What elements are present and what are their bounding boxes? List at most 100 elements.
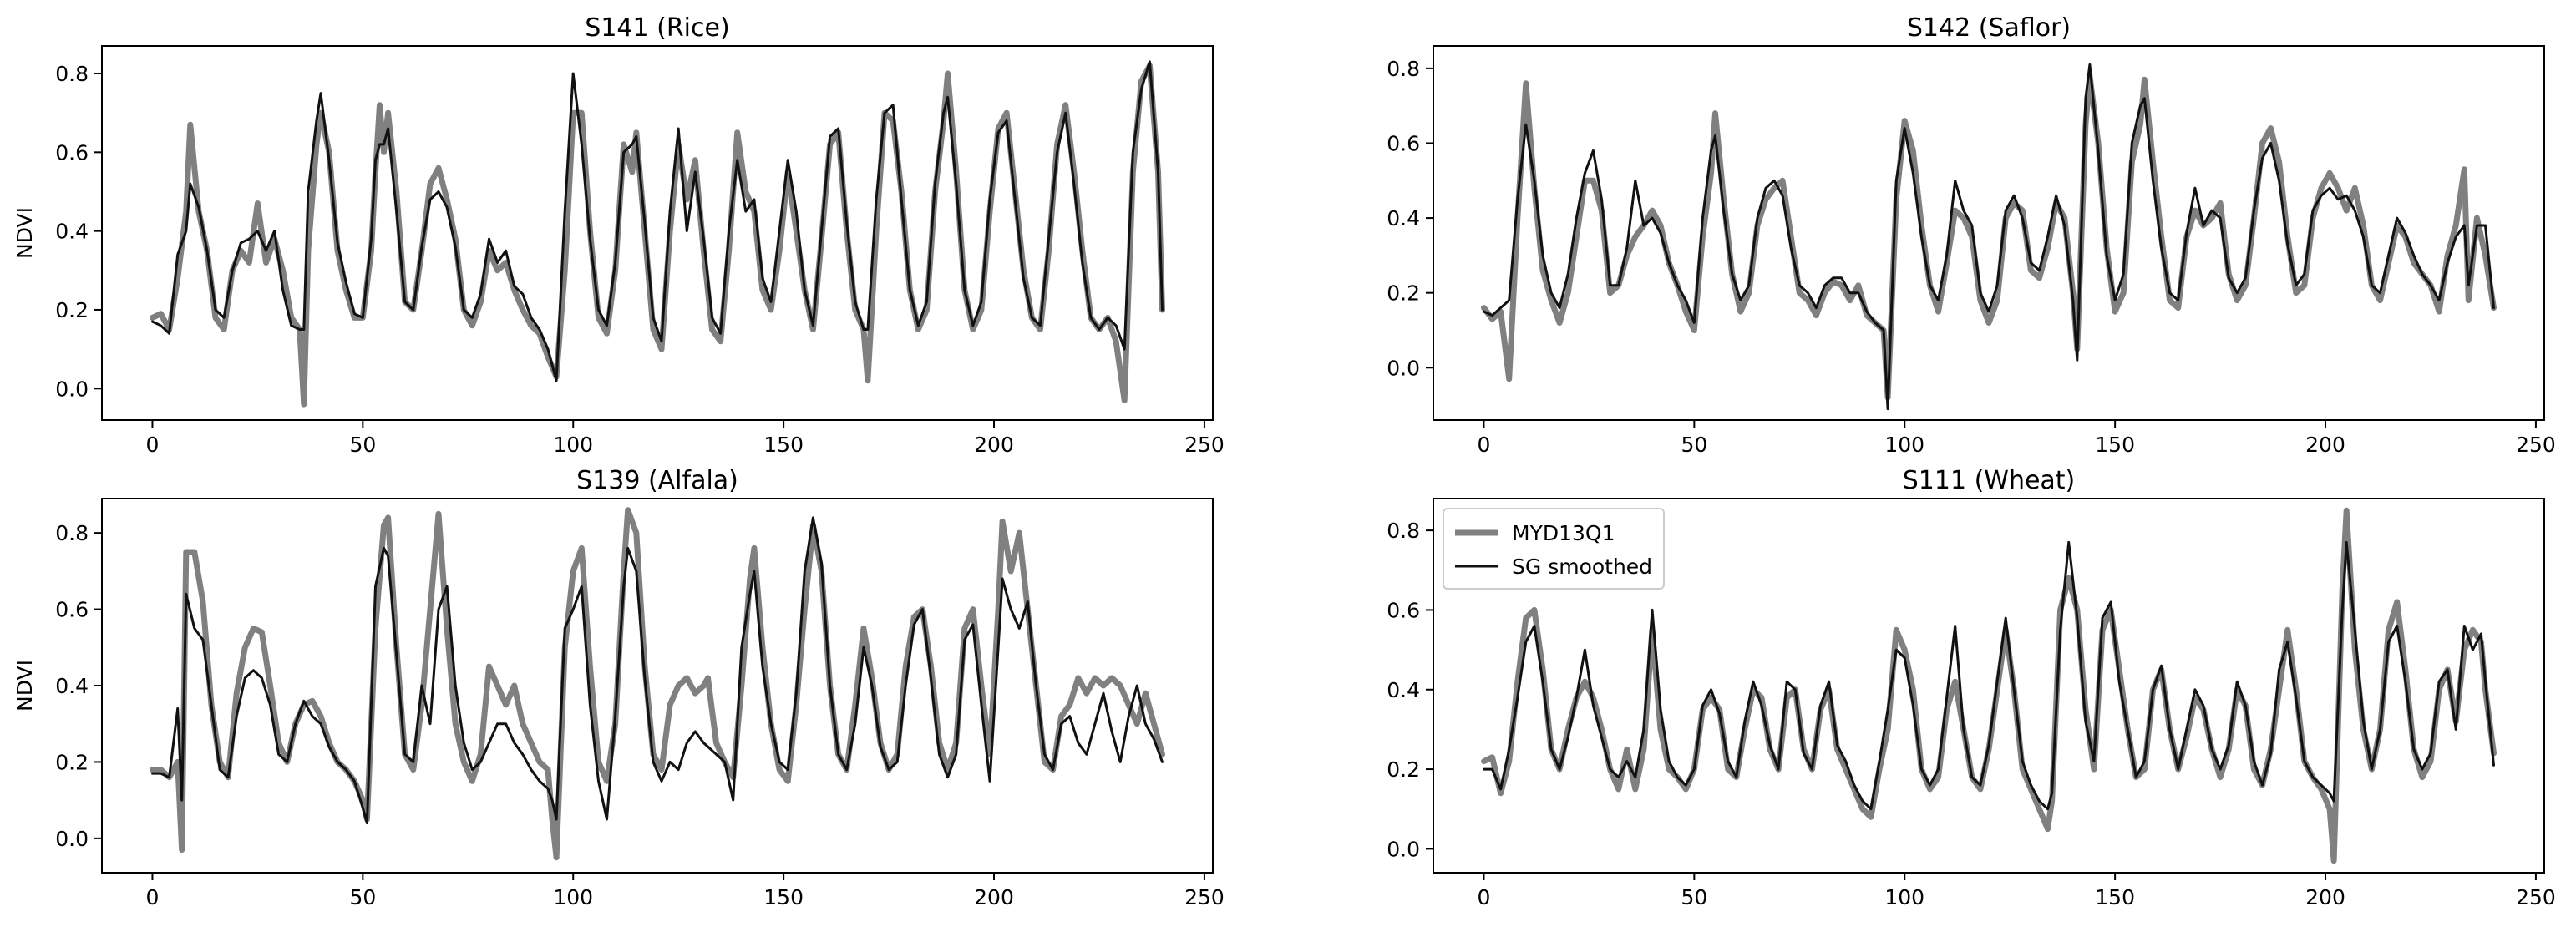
- legend-label: SG smoothed: [1512, 555, 1652, 579]
- x-tick: 100: [1884, 873, 1924, 909]
- x-tick-label: 250: [2516, 433, 2556, 457]
- chart-panel-3: 0 50 100 150 200 250 0.0 0.2 0.4 0.6 0.8 S139 (Alfa…: [13, 466, 1225, 909]
- series-line-1: [1481, 73, 2497, 401]
- y-tick-label: 0.8: [1387, 519, 1420, 543]
- x-tick: 100: [1884, 420, 1924, 457]
- x-tick: 50: [1681, 873, 1707, 909]
- x-tick: 50: [349, 420, 376, 457]
- chart-title: S139 (Alfala): [576, 466, 738, 495]
- y-axis-label: NDVI: [13, 207, 37, 259]
- x-tick-label: 50: [1681, 885, 1707, 909]
- chart-panel-4: 0 50 100 150 200 250 0.0 0.2 0.4 0.6 0.8 S111 (Whea…: [1387, 466, 2556, 909]
- x-tick: 0: [146, 420, 160, 457]
- y-tick: 0.2: [1387, 757, 1433, 782]
- y-tick-label: 0.8: [55, 62, 89, 86]
- x-tick: 200: [974, 873, 1014, 909]
- legend-label: MYD13Q1: [1512, 521, 1615, 545]
- series-line-2: [151, 516, 1164, 825]
- legend-box: [1443, 508, 1665, 590]
- x-tick: 150: [763, 420, 804, 457]
- y-tick: 0.6: [1387, 131, 1433, 155]
- x-tick-label: 100: [1884, 885, 1924, 909]
- x-tick: 150: [2095, 873, 2135, 909]
- x-tick-label: 200: [2305, 433, 2345, 457]
- y-tick-label: 0.2: [1387, 757, 1420, 782]
- axes-frame: [101, 45, 1214, 421]
- y-tick: 0.2: [55, 298, 102, 322]
- y-tick-label: 0.8: [55, 521, 89, 545]
- x-tick-label: 250: [1184, 885, 1225, 909]
- y-tick-label: 0.6: [1387, 131, 1420, 155]
- x-tick-label: 0: [146, 885, 160, 909]
- axes-frame: [1433, 498, 2545, 874]
- y-tick: 0.6: [1387, 598, 1433, 622]
- y-tick: 0.6: [55, 140, 102, 165]
- x-tick-label: 200: [974, 885, 1014, 909]
- y-tick: 0.0: [55, 377, 102, 401]
- y-tick: 0.4: [55, 220, 102, 244]
- x-tick: 100: [553, 873, 593, 909]
- x-tick: 0: [1478, 873, 1491, 909]
- x-tick: 250: [2516, 873, 2556, 909]
- y-tick-label: 0.6: [1387, 598, 1420, 622]
- series-line-1: [150, 507, 1165, 861]
- x-tick-label: 200: [2305, 885, 2345, 909]
- y-tick: 0.8: [55, 521, 102, 545]
- series-line-2: [1483, 63, 2495, 411]
- x-tick-label: 0: [1478, 433, 1491, 457]
- axes-frame: [1433, 45, 2545, 421]
- x-tick: 150: [2095, 420, 2135, 457]
- y-tick: 0.4: [55, 674, 102, 698]
- y-tick-label: 0.6: [55, 140, 89, 165]
- x-tick-label: 50: [349, 885, 376, 909]
- x-tick-label: 100: [1884, 433, 1924, 457]
- y-tick-label: 0.2: [55, 750, 89, 774]
- x-tick: 150: [763, 873, 804, 909]
- x-tick-label: 100: [553, 885, 593, 909]
- x-tick: 100: [553, 420, 593, 457]
- y-tick-label: 0.0: [55, 827, 89, 851]
- x-tick: 250: [1184, 873, 1225, 909]
- y-tick-label: 0.0: [1387, 356, 1420, 380]
- x-tick-label: 50: [1681, 433, 1707, 457]
- y-tick-label: 0.6: [55, 598, 89, 622]
- y-tick: 0.4: [1387, 206, 1433, 230]
- chart-title: S111 (Wheat): [1903, 466, 2076, 495]
- y-tick: 0.8: [1387, 57, 1433, 81]
- y-tick-label: 0.4: [1387, 206, 1420, 230]
- y-tick: 0.2: [1387, 281, 1433, 306]
- chart-title: S142 (Saflor): [1907, 13, 2071, 43]
- y-tick: 0.8: [55, 62, 102, 86]
- x-tick: 250: [2516, 420, 2556, 457]
- y-tick-label: 0.4: [1387, 678, 1420, 702]
- y-tick: 0.4: [1387, 678, 1433, 702]
- y-tick: 0.6: [55, 598, 102, 622]
- y-tick: 0.0: [55, 827, 102, 851]
- x-tick: 0: [146, 873, 160, 909]
- y-tick-label: 0.4: [55, 674, 89, 698]
- x-tick: 200: [2305, 420, 2345, 457]
- x-tick-label: 250: [1184, 433, 1225, 457]
- y-tick-label: 0.0: [55, 377, 89, 401]
- chart-panel-1: 0 50 100 150 200 250 0.0 0.2 0.4 0.6 0.8 S141 (Rice…: [13, 13, 1225, 457]
- y-axis-label: NDVI: [13, 660, 37, 712]
- y-tick: 0.8: [1387, 519, 1433, 543]
- x-tick-label: 200: [974, 433, 1014, 457]
- y-tick-label: 0.4: [55, 220, 89, 244]
- y-tick-label: 0.2: [55, 298, 89, 322]
- y-tick: 0.0: [1387, 356, 1433, 380]
- x-tick-label: 250: [2516, 885, 2556, 909]
- y-tick: 0.2: [55, 750, 102, 774]
- series-line-2: [1483, 540, 2495, 811]
- chart-title: S141 (Rice): [585, 13, 729, 43]
- x-tick: 0: [1478, 420, 1491, 457]
- x-tick-label: 150: [2095, 433, 2135, 457]
- x-tick-label: 0: [146, 433, 160, 457]
- series-line-2: [151, 60, 1164, 382]
- x-tick-label: 0: [1478, 885, 1491, 909]
- x-tick: 200: [2305, 873, 2345, 909]
- x-tick: 50: [1681, 420, 1707, 457]
- x-tick: 250: [1184, 420, 1225, 457]
- y-tick: 0.0: [1387, 837, 1433, 861]
